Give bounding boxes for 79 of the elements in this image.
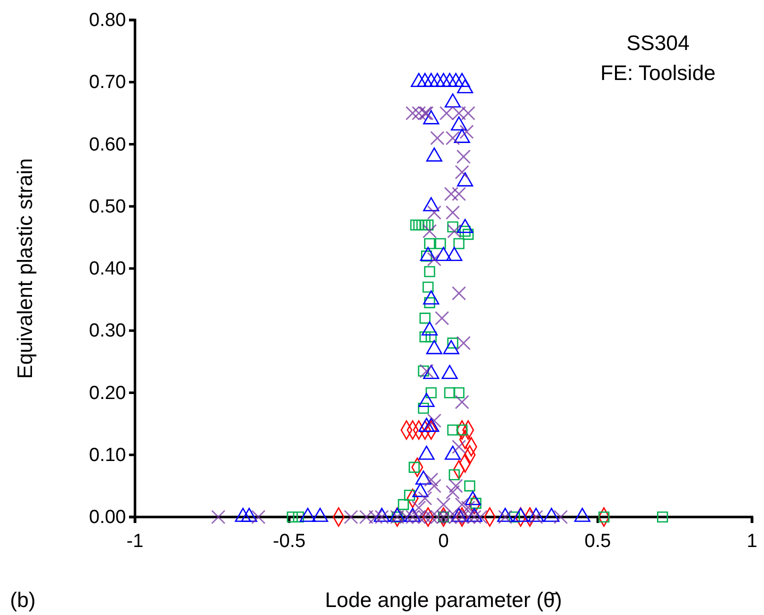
point xyxy=(434,311,450,326)
point xyxy=(419,364,434,378)
point xyxy=(368,510,383,524)
point xyxy=(419,312,431,324)
x-tick-label: -1 xyxy=(126,530,144,552)
point xyxy=(251,510,266,524)
point xyxy=(452,186,466,202)
point xyxy=(427,478,442,494)
point xyxy=(454,165,470,180)
x-tick-label: -0.5 xyxy=(272,530,306,552)
annotation: SS304 xyxy=(626,32,690,55)
point xyxy=(461,106,476,120)
point xyxy=(456,150,471,164)
text: (b) xyxy=(10,589,36,612)
point xyxy=(452,440,466,454)
point xyxy=(444,186,458,202)
point xyxy=(292,511,304,523)
point xyxy=(422,224,437,238)
point xyxy=(444,387,456,398)
point xyxy=(424,238,436,250)
point xyxy=(462,228,474,240)
point xyxy=(424,472,438,487)
point xyxy=(426,331,437,342)
x-axis-title: Lode angle parameter (θ̄) xyxy=(325,589,562,612)
y-tick-label: 0.20 xyxy=(89,382,126,404)
point xyxy=(508,511,520,523)
point xyxy=(446,485,460,500)
y-tick-label: 0.00 xyxy=(89,507,126,528)
point xyxy=(424,266,436,278)
y-tick-label: 0.60 xyxy=(89,134,126,156)
point xyxy=(286,511,298,523)
point xyxy=(452,286,466,300)
point xyxy=(453,238,464,250)
point xyxy=(422,219,434,231)
y-tick-label: 0.80 xyxy=(89,10,126,32)
point xyxy=(427,205,442,220)
point xyxy=(461,500,476,515)
point xyxy=(419,331,431,342)
point xyxy=(436,497,451,512)
point xyxy=(464,480,476,492)
point xyxy=(453,387,464,398)
point xyxy=(418,365,429,377)
point xyxy=(598,511,610,523)
point xyxy=(412,500,426,515)
point xyxy=(422,282,434,293)
y-tick-label: 0.50 xyxy=(89,196,126,218)
point xyxy=(427,414,442,428)
point xyxy=(398,499,409,510)
point xyxy=(447,221,458,232)
point xyxy=(427,252,442,266)
point xyxy=(211,510,226,524)
point xyxy=(446,205,460,220)
point xyxy=(498,510,512,524)
point xyxy=(459,124,474,139)
point xyxy=(454,497,470,512)
point xyxy=(418,491,432,506)
y-tick-label: 0.40 xyxy=(89,258,126,280)
point xyxy=(434,238,446,250)
x-tick-label: 0 xyxy=(438,530,449,552)
y-tick-label: 0.10 xyxy=(89,444,126,466)
y-tick-label: 0.70 xyxy=(89,72,126,94)
point xyxy=(657,511,668,523)
point xyxy=(528,510,544,524)
point xyxy=(412,106,426,120)
y-axis-title: Equivalent plastic strain xyxy=(14,158,37,379)
y-tick-label: 0.30 xyxy=(89,320,126,342)
point xyxy=(448,478,463,494)
point xyxy=(447,224,462,238)
x-tick-label: 0.5 xyxy=(584,530,611,552)
point xyxy=(554,510,568,524)
point xyxy=(410,219,422,231)
point xyxy=(447,424,458,436)
point xyxy=(426,387,437,398)
point xyxy=(456,424,468,436)
x-tick-label: 1 xyxy=(746,530,758,552)
point xyxy=(418,402,429,414)
point xyxy=(456,336,471,350)
annotation: FE: Toolside xyxy=(600,62,716,85)
point xyxy=(454,394,470,410)
